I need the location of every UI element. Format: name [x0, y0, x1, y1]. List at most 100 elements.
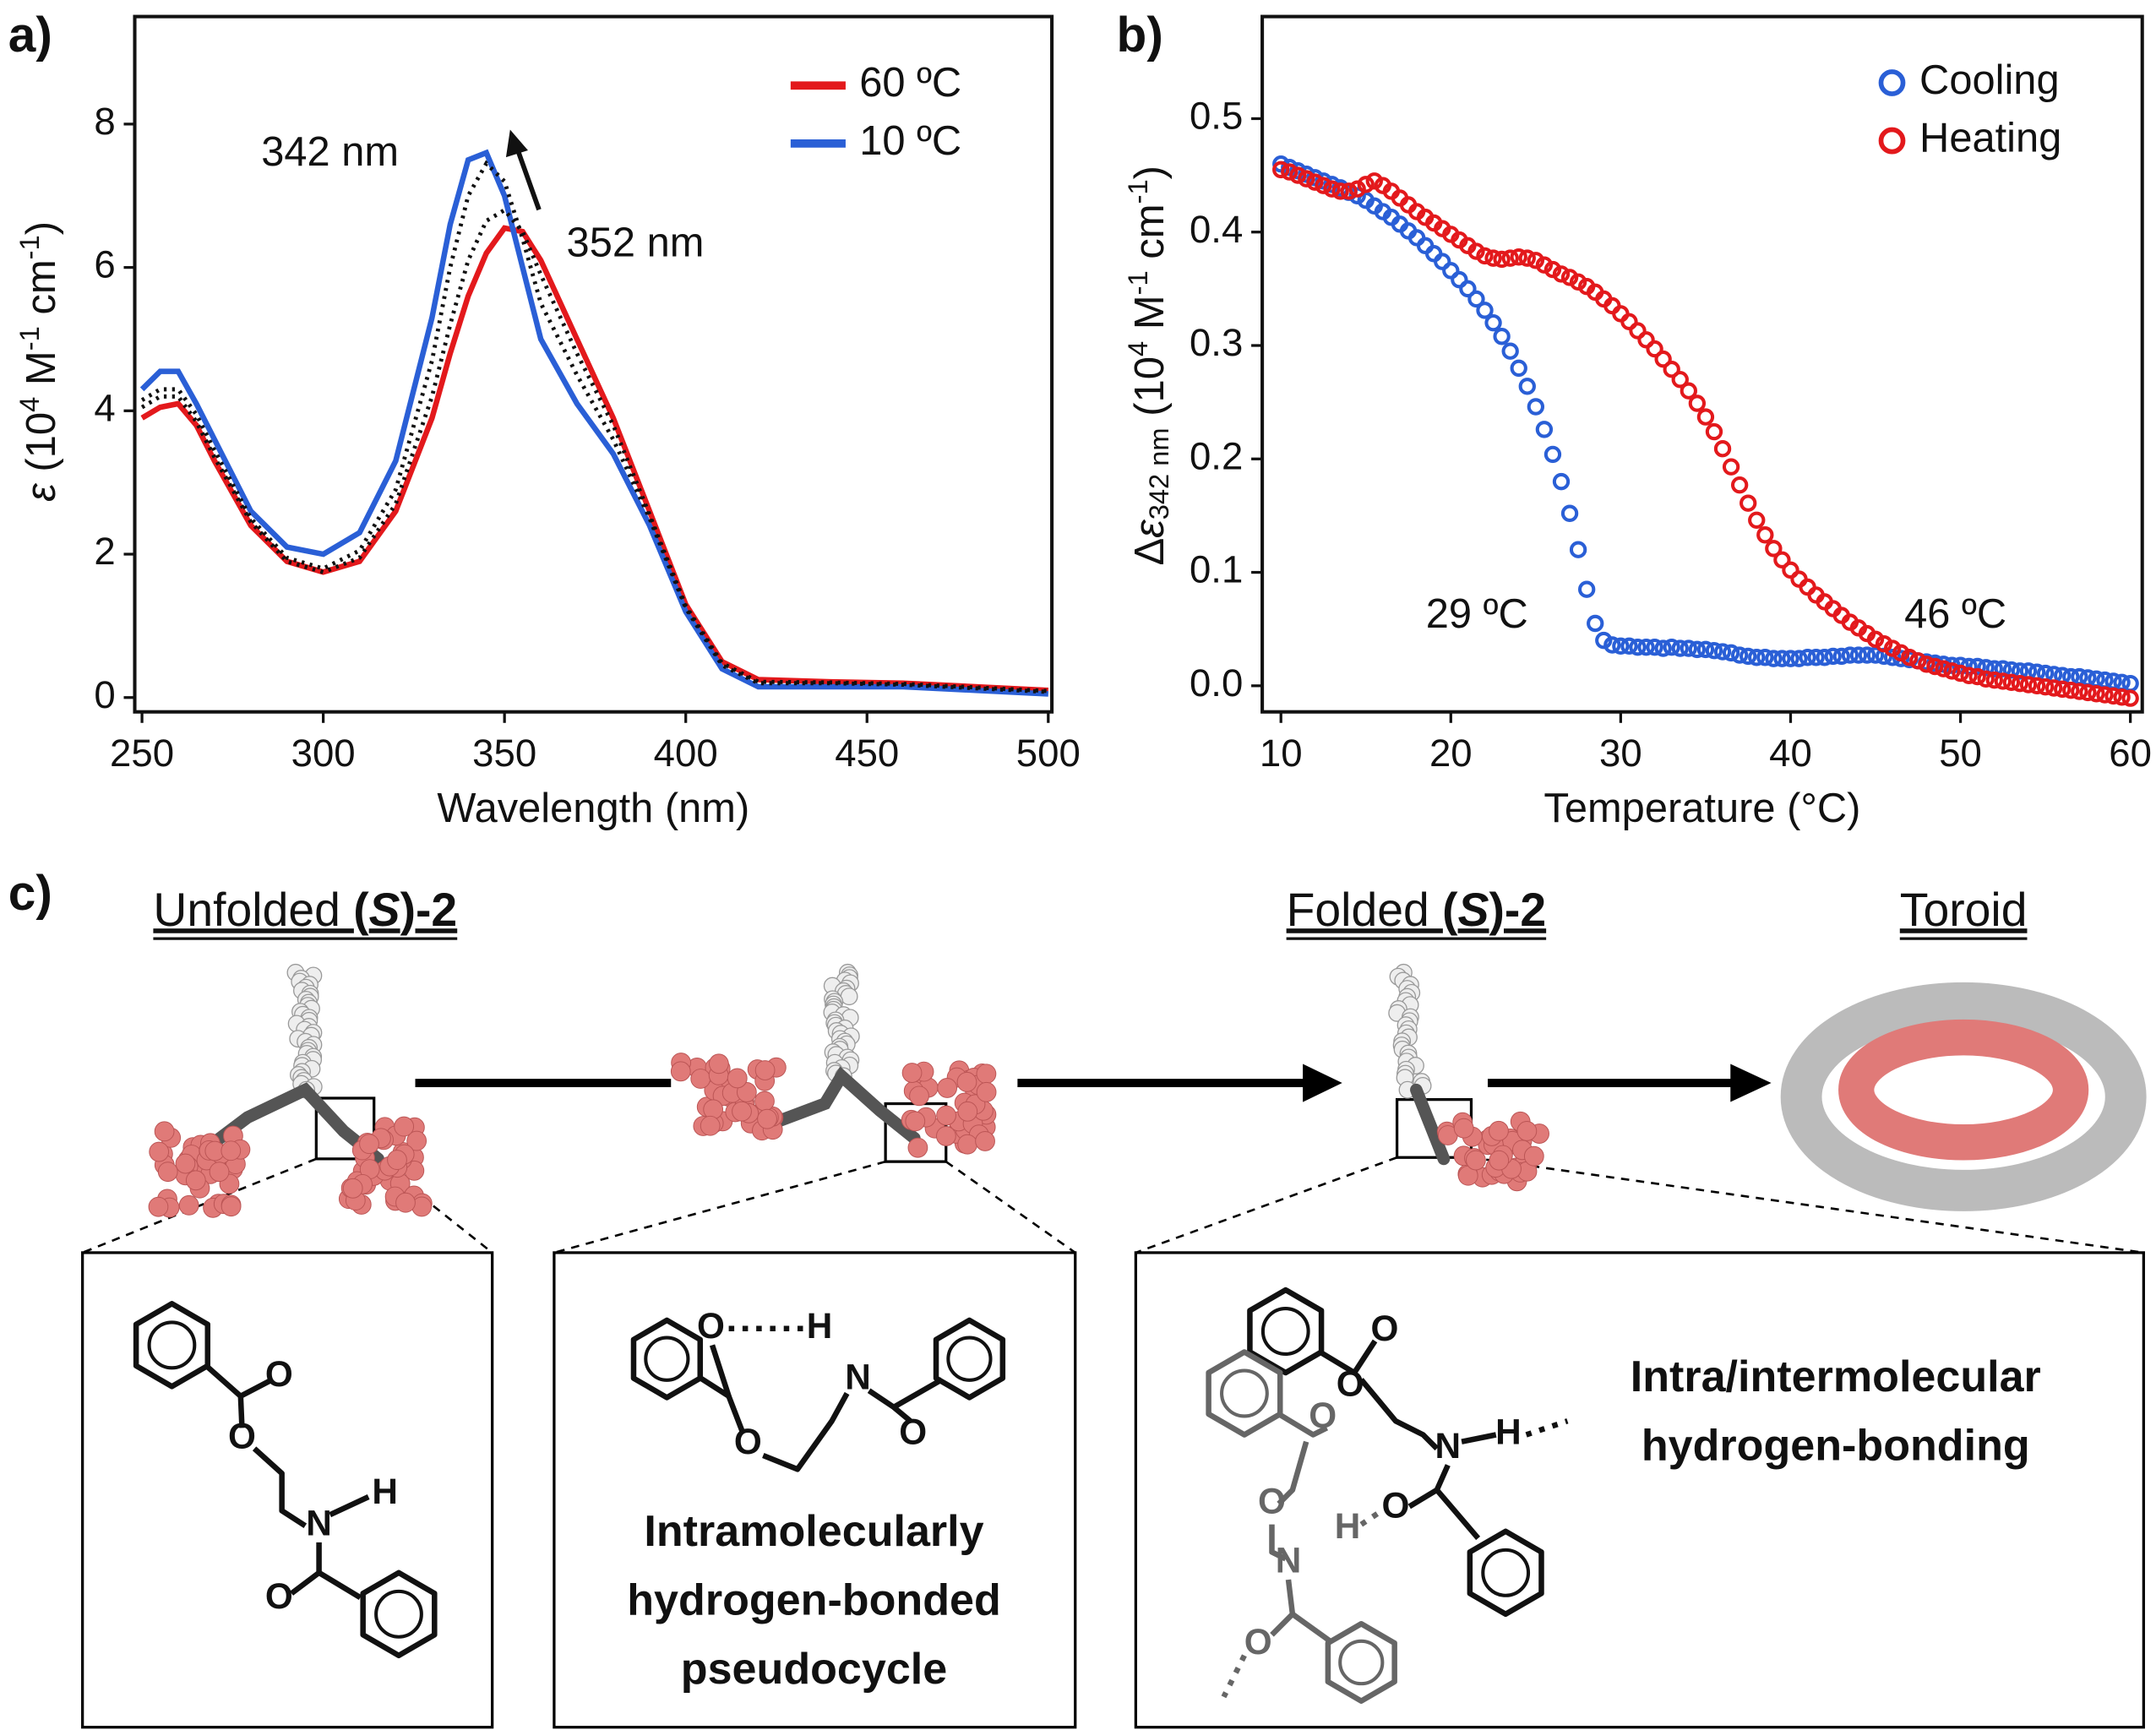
atom-label: H [1495, 1412, 1522, 1452]
data-point [1696, 408, 1715, 426]
data-point [1705, 642, 1723, 660]
data-point [1977, 670, 1995, 688]
atom-label: O [265, 1576, 293, 1616]
atom-sphere [394, 1116, 415, 1137]
data-point [1340, 182, 1358, 200]
data-point [2096, 686, 2114, 704]
bond [1435, 1488, 1481, 1541]
aromatic-circle [1220, 1368, 1269, 1418]
atom-sphere [936, 1105, 956, 1126]
y-tick-label: 0.2 [1190, 434, 1243, 477]
data-point [1595, 631, 1613, 650]
y-axis-label-part: ε [1127, 519, 1173, 538]
bond [1291, 1612, 1333, 1645]
data-point [1968, 667, 1986, 686]
box-caption: Intramolecularly [644, 1507, 983, 1556]
y-axis-label-part: ) [19, 221, 64, 235]
y-tick-label: 0 [94, 673, 115, 716]
data-point [1782, 650, 1799, 667]
data-point [1518, 249, 1536, 267]
data-point [1671, 371, 1689, 389]
atom-sphere [727, 1068, 748, 1089]
data-point [1866, 630, 1885, 648]
atom-label: O [1258, 1481, 1286, 1521]
data-point [1510, 248, 1527, 266]
data-point [2071, 683, 2088, 700]
y-axis-label-part: ε [19, 482, 64, 502]
stage-title: Unfolded (S)-2 [153, 884, 457, 936]
bond [1358, 1378, 1440, 1451]
data-point [1348, 187, 1366, 204]
aromatic-circle [1481, 1548, 1531, 1597]
x-tick-label: 30 [1599, 732, 1642, 775]
x-tick-label: 60 [2109, 732, 2152, 775]
y-tick-label: 4 [94, 386, 115, 429]
data-point [1663, 638, 1680, 656]
atom-sphere [178, 1194, 199, 1216]
data-point [1696, 640, 1715, 659]
data-point [2011, 674, 2029, 693]
data-point [1467, 242, 1485, 260]
data-point [1535, 256, 1554, 274]
backbone [764, 1066, 921, 1145]
atom-sphere [387, 1150, 407, 1171]
bond [726, 1395, 745, 1434]
data-point [2054, 680, 2072, 699]
data-point [1943, 662, 1961, 680]
atom-sphere [395, 1192, 416, 1213]
data-point [2028, 677, 2046, 695]
bond [1270, 1579, 1296, 1637]
benzene-ring [933, 1317, 1006, 1401]
bond [1221, 1654, 1247, 1699]
data-point [1740, 647, 1757, 666]
data-point [1306, 173, 1324, 191]
data-point [1748, 649, 1766, 666]
data-point [1680, 382, 1697, 400]
legend-label: 10 ºC [859, 118, 961, 164]
data-point [2079, 683, 2097, 702]
data-point [1960, 666, 1978, 684]
data-point [2104, 687, 2122, 705]
atom-sphere [957, 1101, 978, 1122]
y-tick-label: 2 [94, 530, 115, 573]
aromatic-circle [1338, 1639, 1385, 1686]
y-axis-label-part: -1 [14, 326, 45, 351]
data-point [1493, 328, 1511, 345]
y-axis-label-part: cm [19, 259, 64, 326]
plot-frame [1260, 14, 2144, 714]
atom-sphere [185, 1170, 206, 1191]
data-point [1323, 180, 1341, 198]
legend-swatch [1878, 69, 1906, 96]
atom-sphere [937, 1078, 958, 1098]
data-point [2088, 685, 2105, 703]
benzene-ring [1247, 1287, 1325, 1376]
data-point [1985, 660, 2003, 677]
data-point [1799, 649, 1816, 666]
data-point [2036, 677, 2055, 696]
data-point [1849, 646, 1868, 664]
y-axis-label-part: 4 [1122, 341, 1153, 356]
x-tick-label: 250 [110, 732, 174, 775]
data-point [2044, 679, 2063, 697]
data-point [2062, 681, 2080, 699]
x-tick-label: 10 [1260, 732, 1303, 775]
panel-label: b) [1117, 8, 1163, 63]
y-axis-label-part: -1 [1122, 179, 1153, 204]
y-axis-label-part: (10 [19, 412, 64, 483]
data-point [1459, 280, 1477, 298]
data-point [1883, 649, 1902, 666]
panel-c-layout [81, 1064, 2145, 1729]
annotation: 29 ºC [1426, 591, 1528, 637]
data-point [1892, 650, 1910, 667]
data-point [1620, 637, 1638, 656]
y-axis-label-part: 342 nm [1142, 427, 1173, 520]
data-point [1790, 570, 1808, 588]
atom-sphere [700, 1115, 721, 1136]
data-point [1926, 657, 1944, 676]
x-tick-label: 40 [1769, 732, 1812, 775]
data-point [2002, 673, 2021, 692]
box-caption: hydrogen-bonding [1642, 1422, 2030, 1471]
box-caption: pseudocycle [681, 1645, 947, 1694]
atom-label: N [306, 1503, 332, 1542]
